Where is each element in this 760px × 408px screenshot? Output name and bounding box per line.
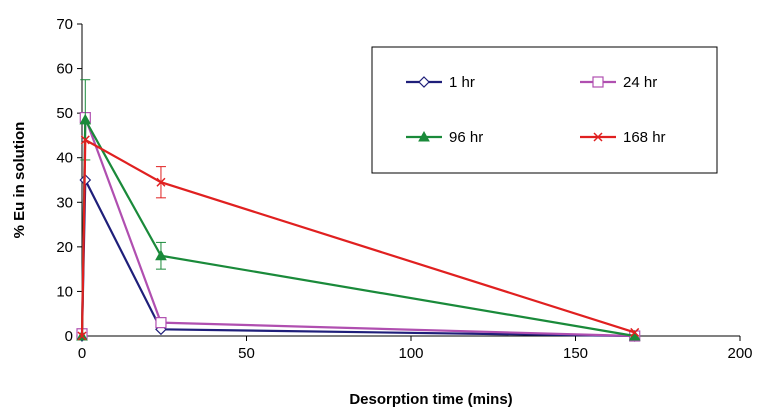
- x-tick-label-3: 150: [563, 345, 588, 362]
- legend-marker-3: [593, 132, 603, 142]
- legend-label-3: 168 hr: [623, 129, 666, 146]
- x-tick-label-2: 100: [398, 345, 423, 362]
- series-3-point-1: [80, 135, 90, 145]
- axes: 0 10 20 30 40 50 60 70 0 50 100 150 200: [56, 16, 752, 362]
- series-2-point-1: [79, 113, 92, 125]
- legend: 1 hr 24 hr 96 hr 168 hr: [371, 46, 718, 174]
- series-3: [77, 135, 640, 341]
- legend-box: [371, 46, 718, 174]
- x-tick-label-0: 0: [78, 345, 86, 362]
- series-3-point-3: [630, 327, 640, 337]
- legend-label-2: 96 hr: [449, 129, 483, 146]
- y-tick-label-6: 60: [56, 61, 73, 78]
- series-1-point-2: [155, 317, 167, 329]
- series-3-point-2: [156, 177, 166, 187]
- series-2-point-2: [155, 249, 167, 261]
- y-tick-label-5: 50: [56, 105, 73, 122]
- legend-label-1: 24 hr: [623, 74, 657, 91]
- legend-marker-1: [592, 76, 604, 88]
- legend-label-0: 1 hr: [449, 74, 475, 91]
- y-tick-label-3: 30: [56, 194, 73, 211]
- y-tick-label-1: 10: [56, 283, 73, 300]
- legend-marker-0: [418, 76, 430, 88]
- series-3-point-0: [77, 331, 87, 341]
- x-tick-label-1: 50: [238, 345, 255, 362]
- y-tick-label-4: 40: [56, 150, 73, 167]
- series-layer: [76, 79, 641, 342]
- y-tick-label-0: 0: [65, 328, 73, 345]
- x-tick-label-4: 200: [727, 345, 752, 362]
- y-axis-title: % Eu in solution: [11, 122, 28, 239]
- y-tick-label-7: 70: [56, 16, 73, 33]
- x-axis-title: Desorption time (mins): [349, 391, 512, 408]
- series-3-line: [80, 138, 636, 337]
- y-tick-label-2: 20: [56, 239, 73, 256]
- legend-marker-2: [418, 130, 430, 142]
